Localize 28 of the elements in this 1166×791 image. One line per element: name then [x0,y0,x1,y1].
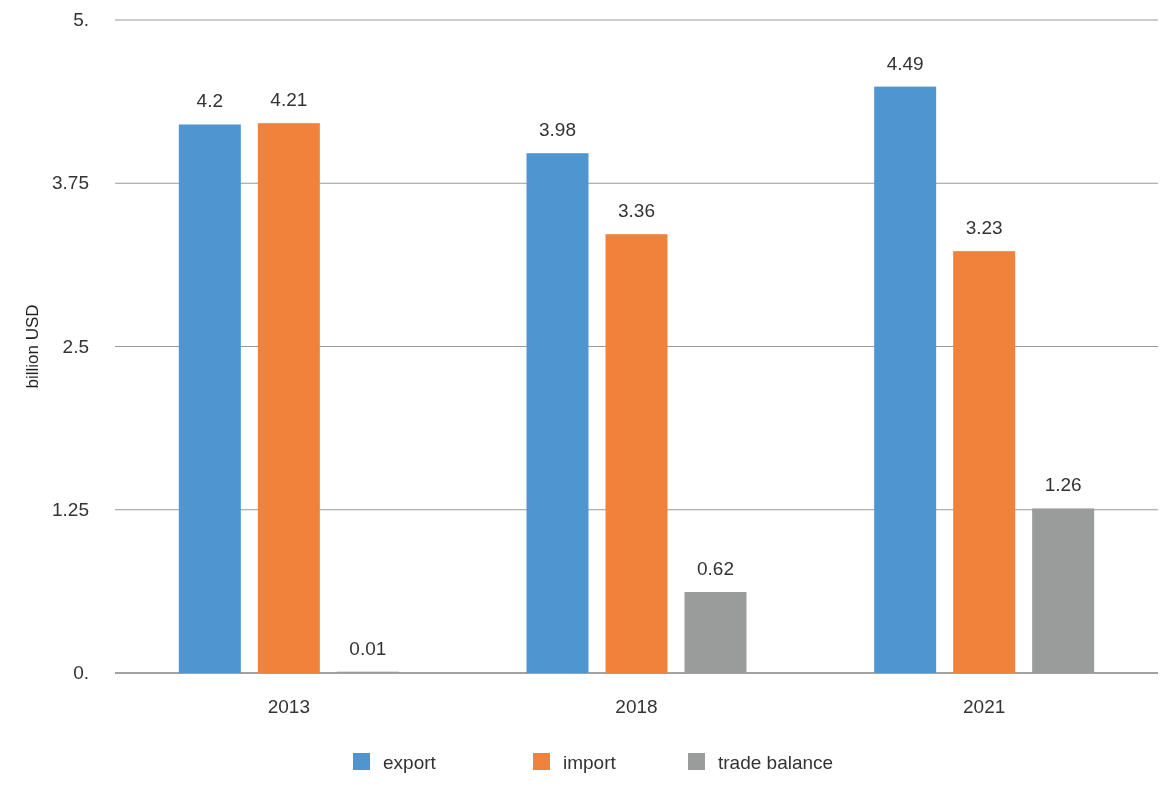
data-label: 4.21 [270,89,308,111]
y-tick-label: 5. [73,9,89,30]
legend-label: export [383,752,437,773]
x-tick-label: 2021 [963,696,1006,717]
bar [684,592,747,673]
data-label: 1.26 [1044,474,1082,496]
bar [605,234,668,673]
bar [257,123,320,673]
data-label: 3.98 [539,119,576,141]
data-label: 3.36 [618,200,655,222]
legend-label: import [563,752,617,773]
y-tick-label: 2.5 [62,335,89,357]
data-label: 3.23 [965,217,1003,239]
y-axis-title: billion USD [23,304,42,389]
x-tick-label: 2018 [615,696,658,717]
x-tick-label: 2013 [267,696,310,717]
data-label: 4.49 [886,52,924,74]
bar [953,251,1016,673]
data-label: 4.2 [196,90,224,112]
y-tick-label: 1.25 [52,498,89,520]
bar [874,86,937,673]
y-tick-label: 0. [73,662,89,683]
bar [526,153,589,673]
data-label: 0.01 [349,637,387,659]
data-label: 0.62 [697,558,734,580]
bar [178,124,241,673]
y-tick-label: 3.75 [52,172,89,194]
legend-label: trade balance [718,752,834,773]
